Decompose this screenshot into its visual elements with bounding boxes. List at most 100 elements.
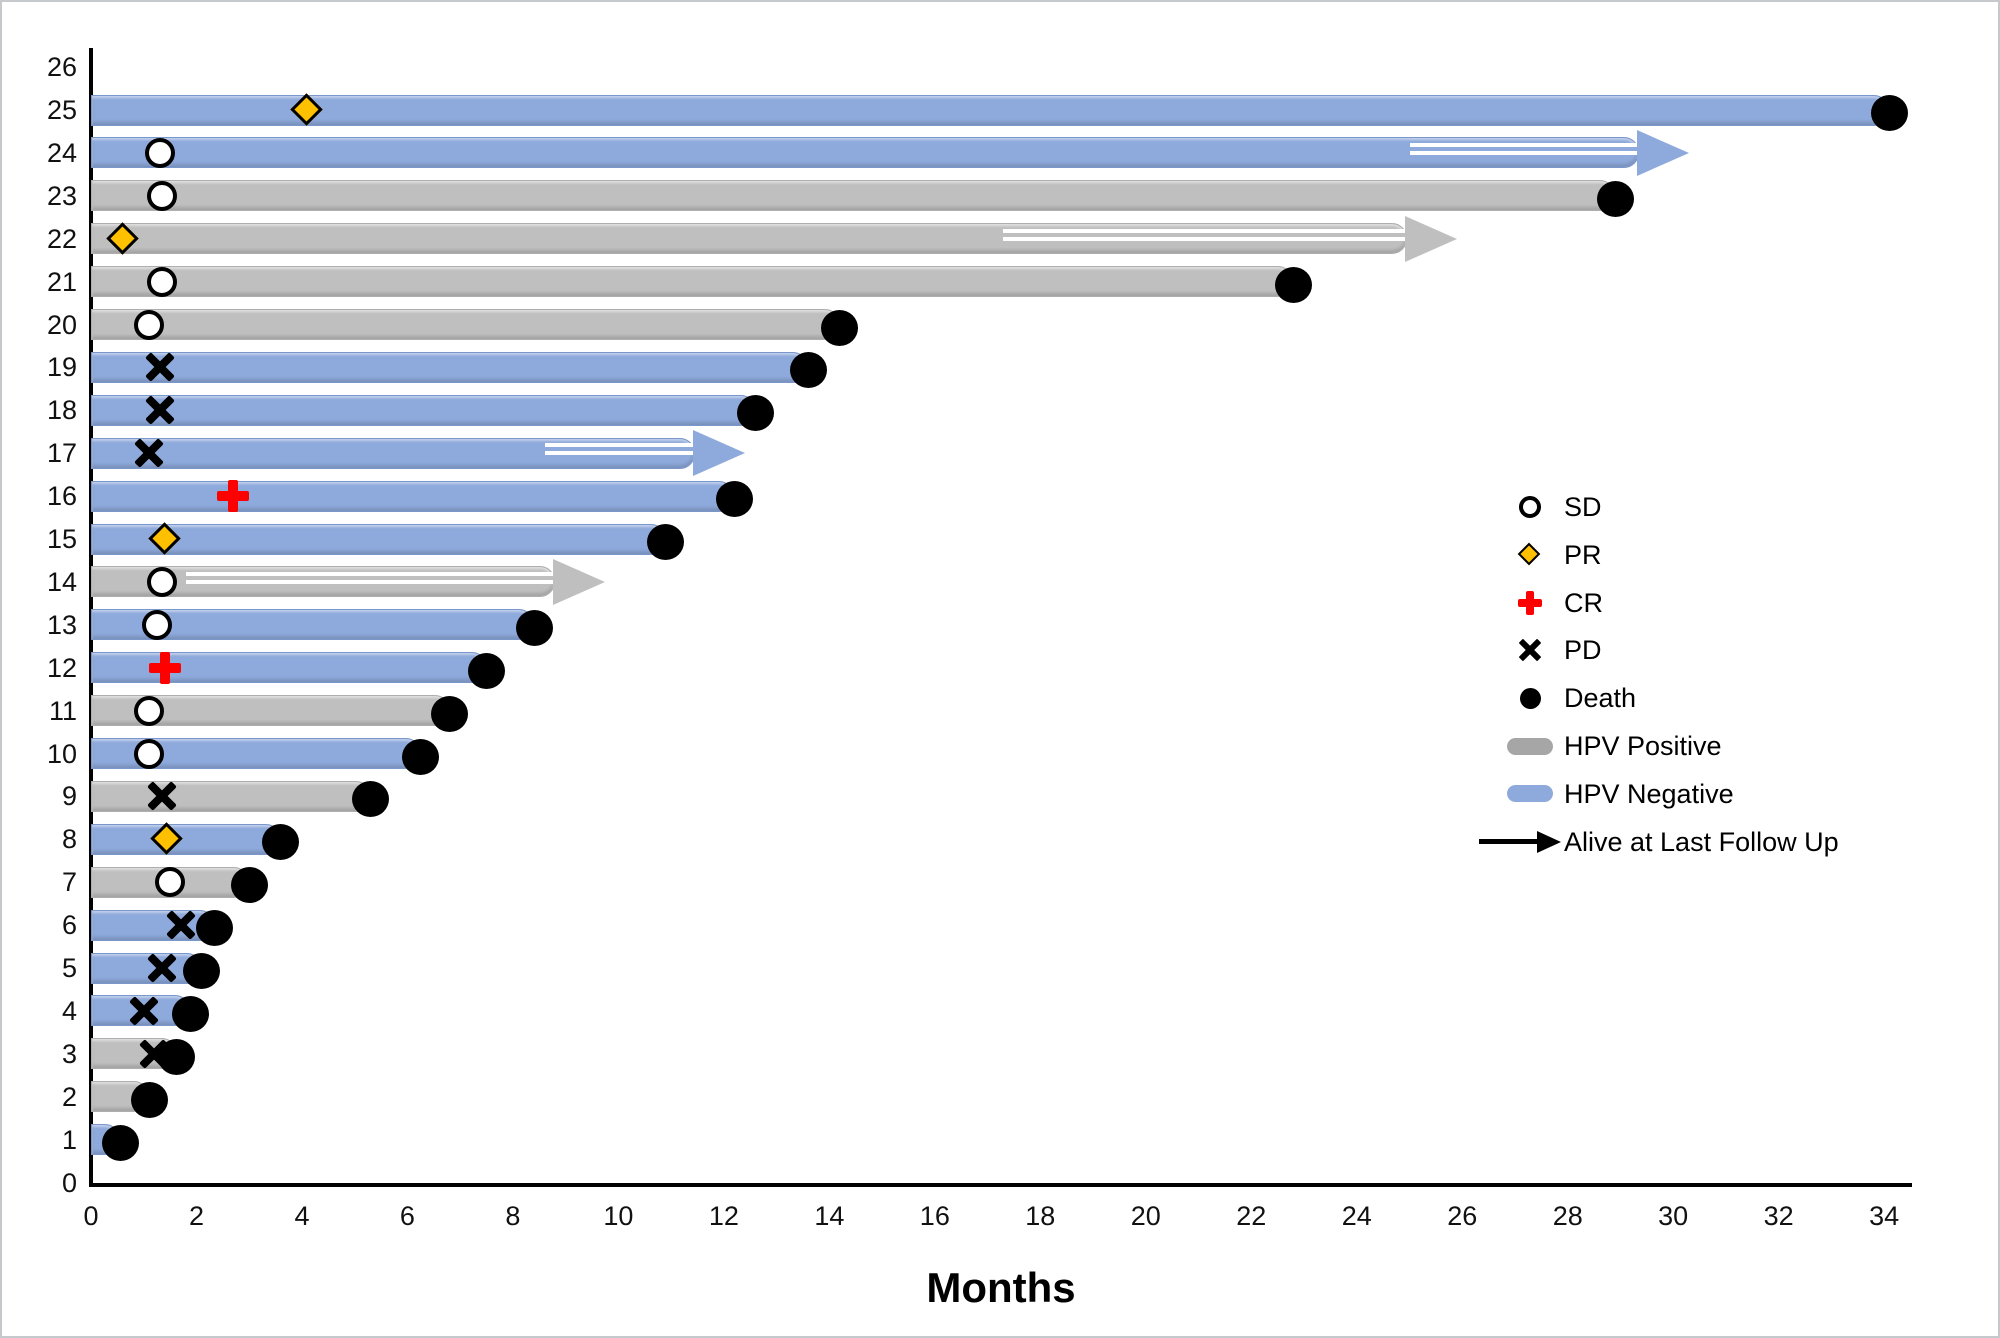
legend-sd-icon xyxy=(1519,496,1541,518)
alive-arrow-shaft-patient-14 xyxy=(185,571,558,584)
x-tick-label: 0 xyxy=(83,1201,99,1231)
bar-patient-16 xyxy=(91,480,735,512)
y-tick-label: 24 xyxy=(46,137,77,168)
y-tick-label: 5 xyxy=(61,953,77,983)
x-tick-label: 16 xyxy=(919,1201,950,1231)
bar-patient-20 xyxy=(91,309,840,340)
pr-marker-patient-15 xyxy=(148,522,182,556)
death-marker-patient-2 xyxy=(130,1081,168,1118)
pr-marker-patient-25 xyxy=(290,93,324,127)
y-tick-label: 15 xyxy=(46,524,77,554)
bar-patient-21 xyxy=(91,266,1294,298)
x-tick-label: 10 xyxy=(603,1201,634,1231)
cr-cross-icon xyxy=(159,651,170,684)
x-axis-title: Months xyxy=(926,1264,1076,1311)
x-tick-label: 32 xyxy=(1763,1201,1794,1231)
death-marker-patient-8 xyxy=(262,824,300,861)
death-marker-patient-23 xyxy=(1596,180,1634,217)
sd-marker-patient-7 xyxy=(155,867,186,898)
legend-death-icon xyxy=(1519,687,1541,709)
death-marker-patient-5 xyxy=(183,953,221,989)
legend-pd-icon xyxy=(1518,639,1542,662)
y-tick-label: 7 xyxy=(61,867,77,898)
pd-marker-patient-19 xyxy=(144,352,175,383)
y-tick-label: 21 xyxy=(46,266,77,297)
x-tick-label: 18 xyxy=(1025,1201,1056,1231)
x-tick-label: 28 xyxy=(1552,1201,1583,1231)
death-marker-patient-13 xyxy=(515,609,553,646)
y-tick-label: 14 xyxy=(46,566,77,597)
bar-patient-18 xyxy=(91,394,756,426)
sd-marker-patient-24 xyxy=(144,137,175,168)
legend-item-label: PD xyxy=(1564,635,1602,666)
x-tick-label: 6 xyxy=(399,1201,415,1231)
y-tick-label: 18 xyxy=(46,395,77,426)
legend-cr-icon xyxy=(1518,590,1542,615)
y-tick-label: 1 xyxy=(61,1124,77,1155)
sd-marker-patient-10 xyxy=(134,738,164,769)
legend-item-label: HPV Positive xyxy=(1564,731,1722,761)
cr-marker-patient-12 xyxy=(148,651,181,684)
alive-arrow-head-patient-17 xyxy=(692,430,745,477)
pd-marker-patient-9 xyxy=(147,781,178,812)
y-tick-label: 6 xyxy=(61,910,77,941)
death-marker-patient-7 xyxy=(230,867,268,904)
y-tick-label: 10 xyxy=(46,738,77,769)
death-marker-patient-12 xyxy=(468,652,506,689)
death-marker-patient-1 xyxy=(101,1124,139,1161)
y-tick-label: 9 xyxy=(61,781,77,812)
legend-item-label: PR xyxy=(1564,539,1602,570)
alive-arrow-shaft-patient-17 xyxy=(544,443,697,456)
y-tick-label: 16 xyxy=(46,481,77,512)
bar-patient-9 xyxy=(91,780,371,812)
pd-marker-patient-6 xyxy=(165,910,196,940)
pr-marker-patient-8 xyxy=(150,822,184,856)
death-marker-patient-25 xyxy=(1870,95,1908,131)
bar-patient-17 xyxy=(91,437,695,469)
y-tick-label: 25 xyxy=(46,95,77,125)
legend-hpv-negative-swatch xyxy=(1507,785,1553,803)
pr-diamond-icon xyxy=(1517,542,1541,566)
y-tick-label: 3 xyxy=(61,1038,77,1069)
y-tick-label: 22 xyxy=(46,223,77,254)
x-tick-label: 26 xyxy=(1447,1201,1478,1231)
death-marker-patient-10 xyxy=(402,738,440,775)
y-tick-label: 20 xyxy=(46,309,77,340)
x-tick-label: 34 xyxy=(1869,1201,1900,1231)
alive-arrow-head-patient-24 xyxy=(1636,129,1689,176)
legend-item-label: CR xyxy=(1564,587,1603,618)
y-tick-label: 26 xyxy=(46,52,77,83)
cr-marker-patient-16 xyxy=(217,480,250,513)
legend-alive-arrow-icon xyxy=(1479,839,1541,845)
x-axis-line xyxy=(89,1183,1912,1187)
pr-diamond-icon xyxy=(150,822,184,856)
x-tick-label: 20 xyxy=(1130,1201,1161,1231)
sd-marker-patient-13 xyxy=(141,609,172,640)
legend-item-label: Alive at Last Follow Up xyxy=(1564,826,1839,857)
x-tick-label: 30 xyxy=(1658,1201,1689,1231)
x-tick-label: 24 xyxy=(1341,1201,1372,1231)
pd-marker-patient-3 xyxy=(139,1038,170,1069)
death-marker-patient-9 xyxy=(352,781,390,818)
y-tick-label: 2 xyxy=(61,1081,77,1112)
death-marker-patient-15 xyxy=(647,524,685,560)
sd-marker-patient-23 xyxy=(147,180,178,211)
pd-marker-patient-18 xyxy=(144,395,175,426)
y-tick-label: 23 xyxy=(46,180,77,211)
pr-diamond-icon xyxy=(290,93,323,126)
bar-patient-24 xyxy=(91,137,1639,169)
y-tick-label: 11 xyxy=(48,695,77,726)
y-tick-label: 8 xyxy=(61,824,77,855)
death-marker-patient-4 xyxy=(171,995,209,1032)
legend-hpv-positive-swatch xyxy=(1507,737,1553,755)
death-marker-patient-16 xyxy=(715,481,753,518)
y-tick-label: 17 xyxy=(46,438,77,469)
alive-arrow-shaft-patient-22 xyxy=(1003,228,1409,241)
legend-alive-arrow-icon xyxy=(1537,830,1561,853)
y-tick-label: 4 xyxy=(61,995,77,1026)
death-marker-patient-20 xyxy=(821,309,859,346)
bar-patient-8 xyxy=(91,823,281,855)
alive-arrow-shaft-patient-24 xyxy=(1409,142,1641,155)
